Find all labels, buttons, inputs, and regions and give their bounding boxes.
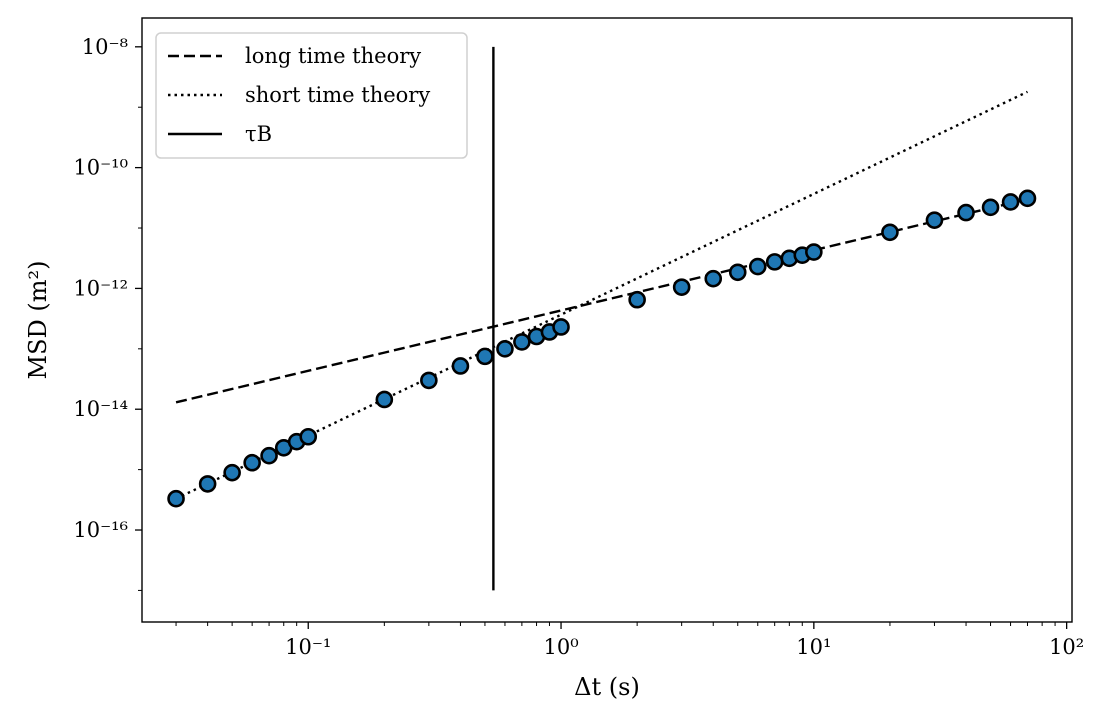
legend-label: short time theory — [245, 83, 430, 107]
data-point — [223, 463, 241, 482]
data-point — [765, 253, 784, 271]
axis-ticks: 10⁻¹ 10⁰ 10¹ 10² 10⁻¹⁶ 10⁻¹⁴ 10⁻¹² 10⁻¹⁰ 10⁻⁸ — [73, 35, 1084, 659]
data-point — [198, 475, 217, 493]
x-tick-label: 10² — [1049, 635, 1084, 659]
y-tick-label: 10⁻¹⁰ — [73, 156, 128, 180]
x-tick-label: 10⁰ — [543, 635, 578, 659]
legend-label: long time theory — [245, 44, 421, 68]
data-point — [704, 269, 723, 288]
data-point — [957, 203, 975, 222]
data-point — [451, 357, 470, 375]
x-tick-label: 10¹ — [796, 635, 831, 659]
dotted-theory-line — [175, 90, 1029, 500]
legend: long time theory short time theory τB — [155, 32, 468, 159]
data-point — [1001, 193, 1020, 211]
data-point — [1018, 189, 1037, 208]
data-point — [672, 278, 691, 296]
data-point — [728, 263, 747, 282]
data-point — [476, 347, 494, 366]
legend-box — [155, 32, 468, 159]
data-point — [167, 489, 185, 508]
y-axis-label: MSD (m²) — [24, 261, 52, 380]
data-point — [420, 371, 438, 390]
data-point — [805, 243, 823, 261]
data-point — [881, 223, 899, 242]
y-tick-label: 10⁻⁸ — [82, 35, 128, 59]
y-tick-label: 10⁻¹⁶ — [73, 518, 128, 542]
data-point — [552, 318, 570, 336]
data-point — [513, 333, 531, 351]
x-axis-label: Δt (s) — [574, 673, 640, 701]
data-point — [243, 453, 261, 472]
x-tick-label: 10⁻¹ — [285, 635, 331, 659]
y-tick-label: 10⁻¹² — [73, 276, 128, 300]
data-point — [925, 211, 944, 229]
data-point — [628, 290, 646, 309]
data-point — [375, 390, 394, 409]
data-point — [260, 446, 278, 465]
legend-label: τB — [245, 122, 272, 146]
data-point — [496, 340, 514, 358]
plot-frame — [141, 17, 1073, 623]
data-point — [299, 427, 318, 446]
data-point — [748, 257, 767, 276]
y-tick-label: 10⁻¹⁴ — [73, 397, 128, 421]
plot-content — [167, 46, 1037, 591]
data-point — [981, 198, 1000, 217]
